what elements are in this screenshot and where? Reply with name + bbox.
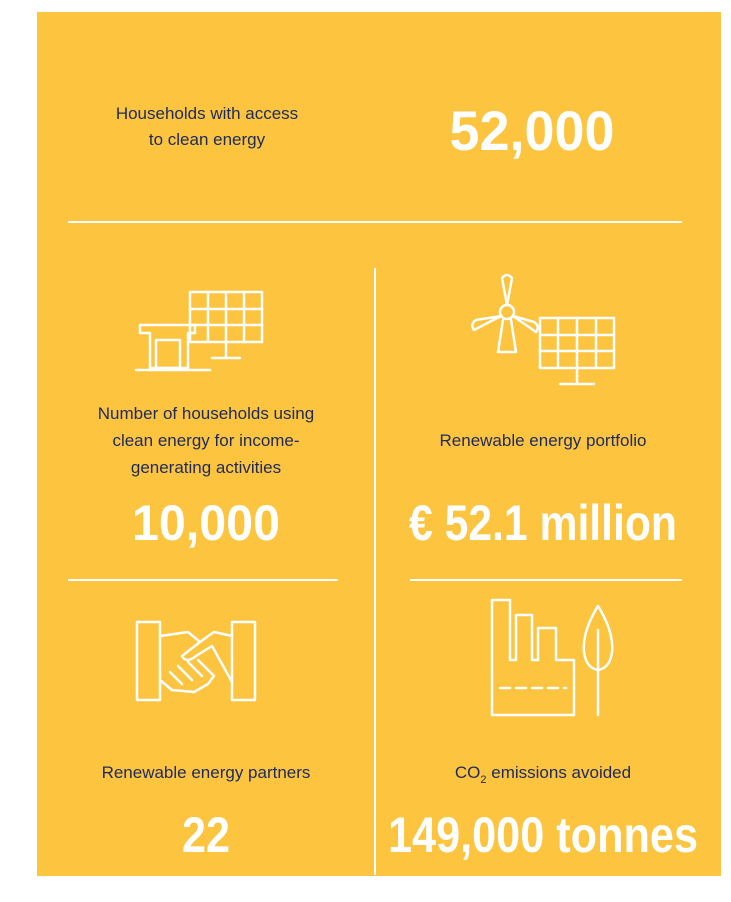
handshake-icon [135, 620, 257, 702]
stat-value: 22 [182, 807, 230, 863]
stat-label: Renewable energy portfolio [440, 431, 647, 450]
stat-value: € 52.1 million [409, 495, 677, 551]
stat-label: CO2 emissions avoided [455, 763, 631, 786]
wind-solar-icon [471, 273, 616, 386]
label-sub: 2 [480, 774, 486, 786]
stat-label: generating activities [131, 458, 281, 477]
label-main: CO [455, 763, 481, 782]
stat-value: 149,000 tonnes [388, 807, 698, 863]
emissions-icon [490, 598, 614, 717]
stat-label: Renewable energy partners [102, 763, 311, 782]
hero-label: Households with access [116, 104, 298, 123]
panel [37, 12, 721, 876]
solar-icon [134, 290, 264, 372]
stat-label: Number of households using [98, 404, 314, 423]
hero-value: 52,000 [450, 99, 615, 162]
label-rest: emissions avoided [487, 763, 632, 782]
stat-value: 10,000 [132, 495, 280, 551]
hero-label: to clean energy [149, 130, 266, 149]
stat-label: clean energy for income- [112, 431, 299, 450]
